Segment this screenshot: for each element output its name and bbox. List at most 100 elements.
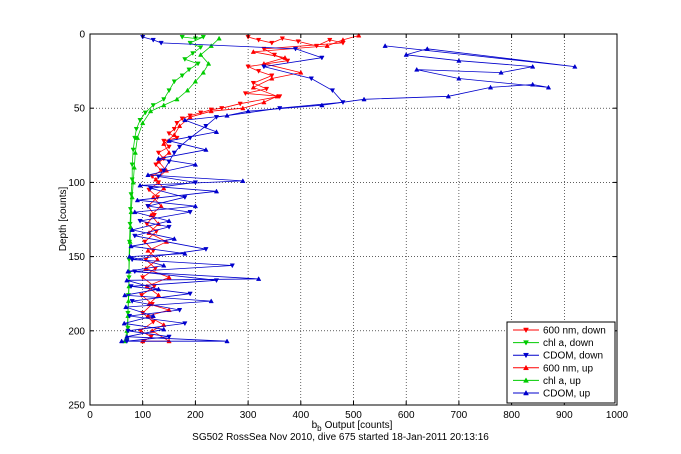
x-axis-title-prefix: b (312, 420, 318, 431)
data-point (186, 67, 192, 73)
data-point (132, 209, 138, 215)
data-point (424, 46, 430, 51)
y-tick-label: 150 (68, 252, 85, 263)
data-point (150, 37, 156, 43)
x-axis-title-subscript: b (317, 424, 322, 433)
data-point (130, 179, 136, 185)
data-point (572, 63, 578, 69)
data-point (256, 69, 262, 74)
data-point (187, 40, 193, 46)
data-point (129, 299, 135, 304)
y-tick-label: 100 (68, 178, 85, 189)
data-point (414, 66, 420, 72)
legend-item: 600 nm, up (513, 363, 593, 374)
legend-swatch-marker (523, 327, 529, 334)
data-point (192, 78, 199, 84)
legend-box (506, 321, 616, 404)
data-point (445, 93, 451, 99)
data-point (129, 194, 135, 200)
data-point (125, 298, 132, 304)
data-point (240, 105, 246, 111)
x-tick-label: 300 (240, 410, 257, 421)
ticks: 0 100 200 300 400 500 600 700 800 900 1000 0 50 100 15… (68, 30, 628, 422)
data-point (127, 239, 133, 244)
data-point (292, 46, 299, 52)
data-point (313, 43, 320, 49)
data-point (530, 81, 536, 87)
data-point (200, 34, 206, 40)
data-point (298, 69, 304, 75)
data-point (145, 172, 151, 177)
data-point (130, 147, 136, 153)
data-point (128, 209, 134, 215)
data-point (125, 328, 131, 334)
data-point (498, 69, 504, 75)
data-point (133, 126, 140, 132)
data-point (128, 243, 134, 249)
data-point (203, 123, 209, 129)
data-point (166, 150, 172, 155)
legend-item: CDOM, down (513, 351, 603, 362)
legend-swatch-marker (523, 389, 529, 396)
data-point (261, 64, 267, 70)
data-point (224, 112, 230, 118)
legend-label: 600 nm, up (543, 363, 593, 374)
data-point (126, 253, 133, 259)
data-point (245, 108, 251, 114)
x-tick-label: 800 (503, 410, 520, 421)
data-point (131, 164, 137, 170)
data-point (155, 155, 162, 161)
data-point (176, 308, 183, 313)
data-point (200, 69, 206, 75)
data-point (324, 43, 330, 48)
data-point (166, 218, 172, 223)
legend-swatch-marker (523, 340, 529, 346)
data-point (118, 338, 125, 344)
data-point (216, 35, 222, 41)
data-point (139, 293, 145, 298)
data-point (129, 162, 135, 168)
data-point (285, 58, 291, 64)
legend-swatch-marker (523, 364, 529, 371)
data-point (203, 147, 209, 152)
data-point (166, 88, 172, 94)
x-tick-label: 600 (398, 410, 415, 421)
data-point (142, 239, 148, 245)
data-point (176, 123, 183, 129)
data-point (456, 75, 462, 81)
data-point (153, 162, 159, 168)
data-point (282, 55, 288, 60)
data-point (295, 39, 301, 45)
data-point (240, 178, 246, 183)
data-point (319, 102, 325, 108)
data-point (205, 60, 212, 66)
data-point (279, 36, 285, 42)
data-point (171, 79, 177, 85)
data-point (148, 334, 154, 340)
data-point (142, 110, 148, 116)
data-point (171, 126, 177, 132)
data-point (153, 176, 159, 182)
x-tick-label: 500 (345, 410, 362, 421)
data-point (250, 84, 256, 90)
data-point (487, 84, 494, 90)
y-tick-label: 0 (79, 30, 85, 41)
data-point (179, 73, 185, 79)
data-point (161, 97, 167, 103)
data-point (182, 250, 188, 256)
data-point (319, 55, 325, 61)
data-point (140, 275, 146, 281)
series-layer (118, 32, 578, 344)
data-point (179, 116, 185, 122)
data-point (174, 96, 180, 102)
data-point (198, 52, 204, 57)
data-point (129, 257, 135, 263)
data-point (126, 313, 133, 319)
data-point (250, 49, 256, 54)
data-point (361, 96, 367, 102)
data-point (182, 57, 188, 62)
figure-caption: SG502 RossSea Nov 2010, dive 675 started… (192, 432, 489, 443)
data-point (155, 150, 162, 156)
